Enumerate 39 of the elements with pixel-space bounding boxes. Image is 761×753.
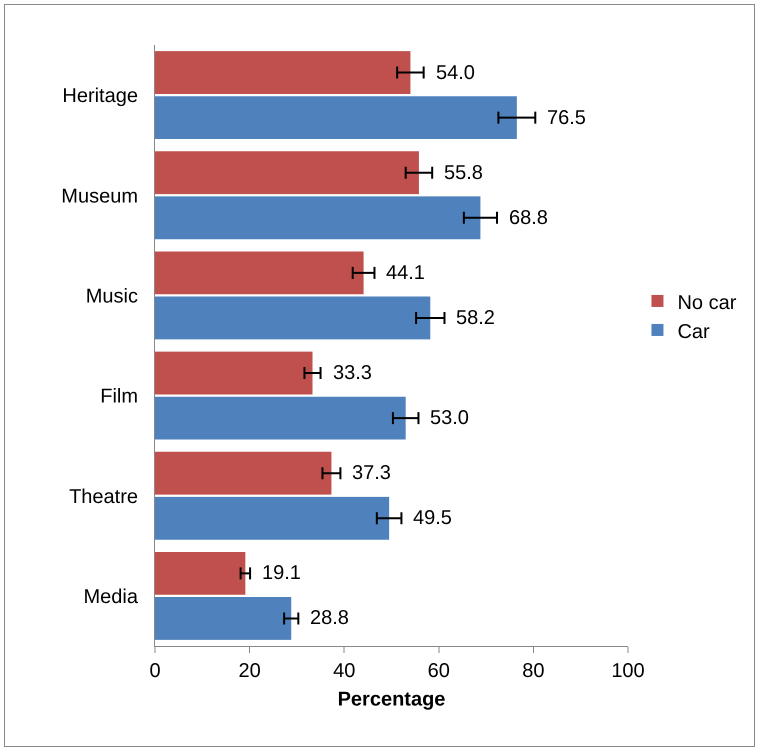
bar [155, 96, 517, 140]
data-label: 53.0 [430, 407, 469, 429]
x-tick-label: 60 [428, 660, 450, 682]
x-tick-label: 40 [333, 660, 356, 682]
y-tick-label: Theatre [69, 486, 138, 508]
y-tick-label: Music [86, 285, 138, 308]
bar [155, 251, 364, 294]
data-label: 49.5 [413, 507, 452, 529]
y-tick-label: Heritage [62, 85, 138, 108]
x-tick-label: 80 [522, 660, 545, 682]
data-label: 68.8 [509, 207, 548, 229]
data-label: 19.1 [262, 562, 301, 584]
data-label: 33.3 [333, 362, 372, 384]
data-label: 28.8 [310, 607, 349, 629]
bar [155, 396, 406, 440]
data-label: 44.1 [386, 262, 425, 284]
x-tick-label: 20 [238, 660, 261, 682]
data-label: 37.3 [352, 462, 391, 484]
data-label: 55.8 [444, 162, 483, 184]
bar [155, 496, 390, 540]
bar [155, 452, 332, 495]
legend-label: Car [677, 320, 710, 343]
data-label: 76.5 [547, 107, 586, 129]
legend-label: No car [677, 292, 737, 314]
bar [155, 597, 292, 640]
bar [155, 196, 480, 240]
y-tick-label: Museum [61, 185, 138, 208]
bar [155, 51, 410, 94]
x-tick-label: 100 [611, 660, 645, 682]
x-tick-label: 0 [149, 660, 161, 682]
bar [155, 151, 419, 194]
y-tick-label: Media [84, 586, 139, 608]
x-axis-title: Percentage [338, 688, 446, 710]
bar [155, 552, 246, 595]
data-label: 54.0 [436, 62, 475, 84]
bar [155, 352, 313, 394]
y-tick-label: Film [100, 386, 138, 408]
bar [155, 296, 430, 340]
data-label: 58.2 [456, 307, 495, 329]
